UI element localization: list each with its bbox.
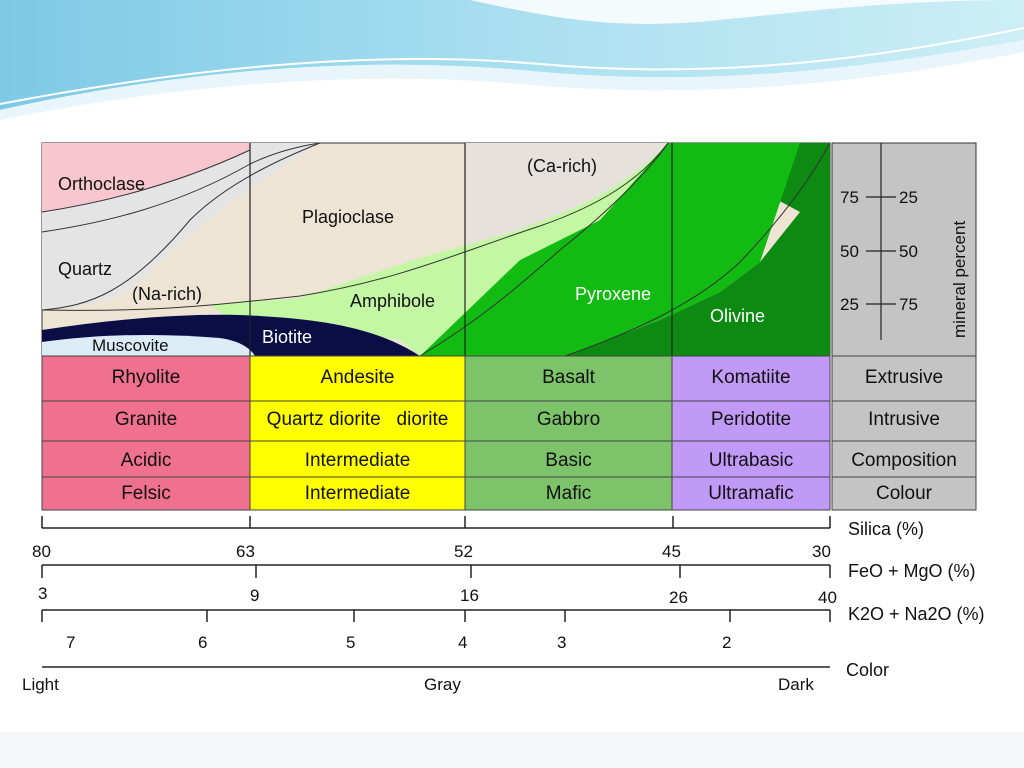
boundary-orthoclase bbox=[41, 149, 251, 213]
label-olivine: Olivine bbox=[710, 306, 765, 326]
colour-row-cell-bg bbox=[41, 476, 251, 511]
amphibole-area bbox=[210, 143, 668, 356]
composition-row-cell-label: Ultrabasic bbox=[709, 450, 793, 471]
colour-row-cell-label: Ultramafic bbox=[708, 483, 794, 504]
legend-right-50: 50 bbox=[899, 242, 918, 261]
mineral-composition-panel: Orthoclase Quartz (Na-rich) Plagioclase … bbox=[41, 142, 831, 357]
colour-row-cell-label: Mafic bbox=[546, 483, 591, 504]
boundary-pyroxene bbox=[419, 142, 669, 357]
boundary-na-rich bbox=[41, 142, 669, 311]
label-plagioclase: Plagioclase bbox=[302, 207, 394, 227]
silica-tick-30: 30 bbox=[812, 542, 831, 561]
scale-k2o-na2o: 7 6 5 4 3 2 K2O + Na2O (%) bbox=[41, 604, 985, 652]
composition-row-cell-bg bbox=[249, 440, 466, 478]
legend-title: mineral percent bbox=[950, 221, 969, 338]
header-banner bbox=[0, 0, 1024, 120]
scale-silica: 80 63 52 45 30 Silica (%) bbox=[32, 516, 924, 561]
intrusive-row-cell-label: Intrusive bbox=[868, 409, 940, 430]
extrusive-row-cell-label: Andesite bbox=[321, 367, 395, 388]
pyroxene-area bbox=[420, 143, 800, 356]
silica-tick-63: 63 bbox=[236, 542, 255, 561]
composition-row-cell-label: Composition bbox=[851, 450, 957, 471]
colour-row-cell-bg bbox=[464, 476, 673, 511]
composition-row-cell-label: Intermediate bbox=[305, 450, 411, 471]
extrusive-row-cell-label: Komatiite bbox=[711, 367, 790, 388]
composition-row-cell-label: Acidic bbox=[121, 450, 172, 471]
feo-tick-9: 9 bbox=[250, 586, 259, 605]
olivine-area bbox=[565, 143, 830, 356]
legend-right-25: 25 bbox=[899, 188, 918, 207]
color-tick-light: Light bbox=[22, 675, 59, 694]
boundary-quartz bbox=[41, 142, 321, 233]
colour-row-cell-label: Intermediate bbox=[305, 483, 411, 504]
scale-color: Light Gray Dark Color bbox=[22, 660, 889, 694]
colour-row-cell-label: Felsic bbox=[121, 483, 171, 504]
silica-title: Silica (%) bbox=[848, 519, 924, 539]
composition-row-cell-bg bbox=[671, 440, 831, 478]
feo-tick-26: 26 bbox=[669, 588, 688, 607]
ca-rich-area bbox=[465, 143, 668, 245]
label-muscovite: Muscovite bbox=[92, 336, 169, 355]
boundary-olivine bbox=[564, 142, 831, 357]
k2o-title: K2O + Na2O (%) bbox=[848, 604, 985, 624]
silica-tick-45: 45 bbox=[662, 542, 681, 561]
label-quartz: Quartz bbox=[58, 259, 112, 279]
composition-row-cell-label: Basic bbox=[545, 450, 591, 471]
intrusive-row-cell-bg bbox=[41, 400, 251, 442]
extrusive-row-cell-bg bbox=[831, 355, 977, 402]
feo-tick-16: 16 bbox=[460, 586, 479, 605]
mineral-percent-legend: 75 50 25 25 50 75 mineral percent bbox=[831, 142, 977, 357]
k2o-tick-6: 6 bbox=[198, 633, 207, 652]
silica-tick-80: 80 bbox=[32, 542, 51, 561]
boundary-plagioclase bbox=[41, 142, 321, 311]
colour-row-cell-bg bbox=[831, 476, 977, 511]
k2o-tick-5: 5 bbox=[346, 633, 355, 652]
footer-bar bbox=[0, 732, 1024, 768]
k2o-tick-3: 3 bbox=[557, 633, 566, 652]
muscovite-area bbox=[42, 334, 255, 356]
extrusive-row-cell-label: Basalt bbox=[542, 367, 596, 388]
color-title: Color bbox=[846, 660, 889, 680]
legend-left-75: 75 bbox=[840, 188, 859, 207]
color-tick-gray: Gray bbox=[424, 675, 461, 694]
k2o-tick-7: 7 bbox=[66, 633, 75, 652]
extrusive-row-cell-bg bbox=[671, 355, 831, 402]
intrusive-row-cell-label: Granite bbox=[115, 409, 177, 430]
scale-feo-mgo: 3 9 16 26 40 FeO + MgO (%) bbox=[38, 561, 976, 607]
label-orthoclase: Orthoclase bbox=[58, 174, 145, 194]
feo-tick-40: 40 bbox=[818, 588, 837, 607]
k2o-tick-4: 4 bbox=[458, 633, 467, 652]
intrusive-row-cell-bg bbox=[831, 400, 977, 442]
orthoclase-area bbox=[42, 143, 250, 212]
legend-box bbox=[831, 142, 977, 357]
extrusive-row-cell-label: Rhyolite bbox=[112, 367, 181, 388]
label-pyroxene: Pyroxene bbox=[575, 284, 651, 304]
label-amphibole: Amphibole bbox=[350, 291, 435, 311]
label-ca-rich: (Ca-rich) bbox=[527, 156, 597, 176]
feo-title: FeO + MgO (%) bbox=[848, 561, 976, 581]
legend-right-75: 75 bbox=[899, 295, 918, 314]
k2o-tick-2: 2 bbox=[722, 633, 731, 652]
rock-classification-table: Rhyolite Andesite Basalt Komatiite Extrusive… bbox=[41, 355, 977, 511]
extrusive-row-cell-bg bbox=[41, 355, 251, 402]
extrusive-row-cell-bg bbox=[464, 355, 673, 402]
legend-left-25: 25 bbox=[840, 295, 859, 314]
silica-tick-52: 52 bbox=[454, 542, 473, 561]
label-na-rich: (Na-rich) bbox=[132, 284, 202, 304]
feo-tick-3: 3 bbox=[38, 584, 47, 603]
composition-row-cell-bg bbox=[41, 440, 251, 478]
extrusive-row-cell-label: Extrusive bbox=[865, 367, 943, 388]
colour-row-cell-label: Colour bbox=[876, 483, 933, 504]
intrusive-row-cell-label: Gabbro bbox=[537, 409, 600, 430]
intrusive-row-cell-label: Peridotite bbox=[711, 409, 791, 430]
intrusive-row-cell-label: Quartz diorite diorite bbox=[267, 409, 449, 430]
legend-left-50: 50 bbox=[840, 242, 859, 261]
color-tick-dark: Dark bbox=[778, 675, 814, 694]
label-biotite: Biotite bbox=[262, 327, 312, 347]
colour-row-cell-bg bbox=[671, 476, 831, 511]
